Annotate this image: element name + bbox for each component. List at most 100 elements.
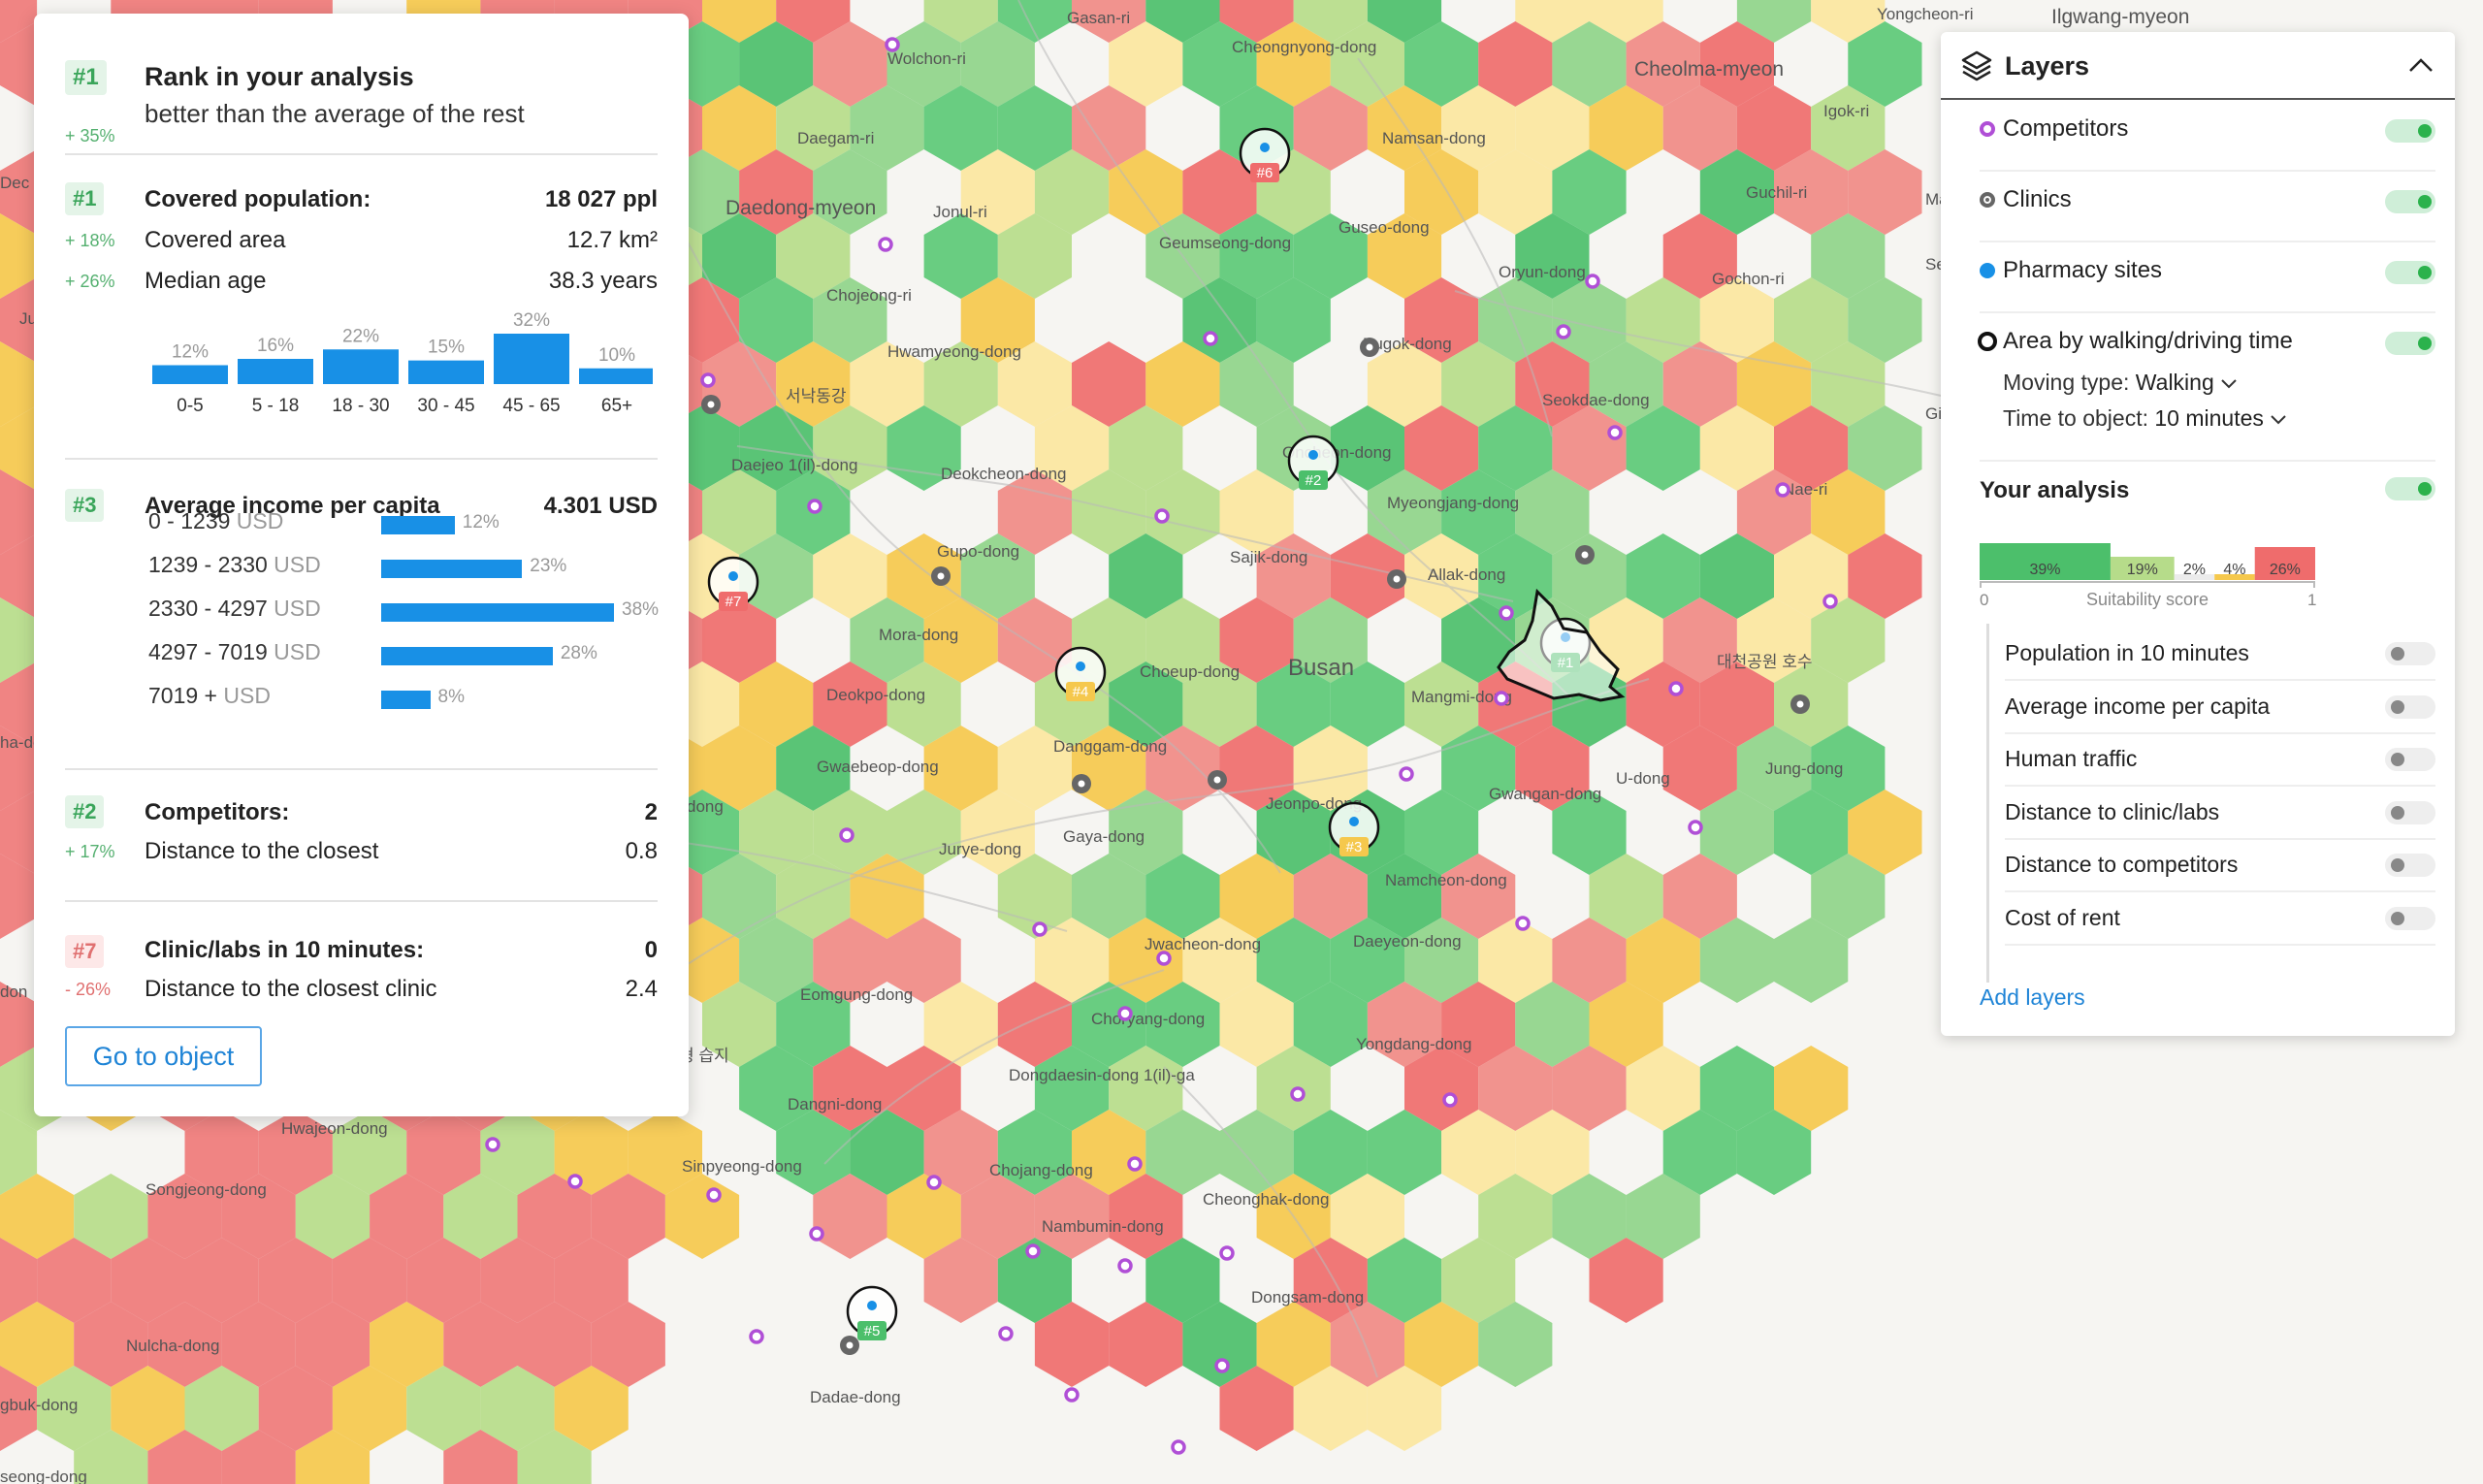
layer-label: Area by walking/driving time — [2003, 328, 2293, 354]
hex-cell — [702, 982, 777, 1067]
sublayer-toggle[interactable] — [2385, 748, 2435, 771]
clinics-toggle[interactable] — [2385, 190, 2435, 213]
hex-cell — [1626, 918, 1700, 1003]
median-age-row: Median age 38.3 years — [145, 268, 658, 295]
sublayer-toggle[interactable] — [2385, 642, 2435, 665]
hex-cell — [776, 85, 851, 171]
competitors-label: Competitors: — [145, 799, 290, 825]
age-bar — [408, 360, 484, 384]
hex-cell — [1404, 790, 1479, 875]
layers-title: Layers — [2005, 51, 2090, 81]
competitor-dot — [567, 1174, 583, 1189]
pharmacy-marker-2[interactable]: #2 — [1287, 435, 1339, 490]
sublayer-toggle[interactable] — [2385, 694, 2435, 719]
your-analysis-row[interactable]: Your analysis — [1980, 473, 2435, 512]
pharmacy-marker-3[interactable]: #3 — [1328, 801, 1380, 856]
hex-cell — [739, 533, 814, 619]
analysis-sublayer[interactable]: Distance to clinic/labs — [2005, 788, 2435, 840]
hex-cell — [1256, 277, 1331, 363]
closest-clinic-row: Distance to the closest clinic 2.4 — [145, 976, 658, 1003]
hex-cell — [1441, 854, 1516, 939]
competitor-dot — [1688, 820, 1703, 835]
hex-cell — [1072, 85, 1146, 171]
chevron-up-icon[interactable] — [2408, 57, 2434, 73]
hex-cell — [1662, 726, 1737, 811]
marker-label: #5 — [864, 1323, 881, 1339]
hex-cell — [406, 1366, 481, 1451]
hex-cell — [1441, 1238, 1516, 1323]
hex-cell — [1811, 341, 1886, 427]
sublayer-label: Cost of rent — [2005, 904, 2120, 930]
hex-cell — [1404, 1046, 1479, 1131]
hex-cell — [1293, 597, 1368, 683]
layer-clinics[interactable]: Clinics — [1980, 173, 2435, 242]
area-delta: + 18% — [65, 231, 115, 250]
income-pct: 23% — [530, 556, 567, 576]
hex-cell — [1774, 405, 1849, 491]
hex-cell — [739, 661, 814, 747]
place-label: Yongcheon-ri — [1877, 5, 1974, 23]
analysis-sublayer[interactable]: Population in 10 minutes — [2005, 629, 2435, 681]
hex-cell — [591, 1302, 665, 1387]
rank-title: Rank in your analysis — [145, 62, 414, 91]
pharmacy-marker-6[interactable]: #6 — [1239, 127, 1291, 182]
place-label: Busan — [1288, 655, 1354, 681]
sublayer-toggle[interactable] — [2385, 800, 2435, 824]
hex-cell — [184, 1110, 259, 1195]
competitor-dot — [700, 372, 716, 388]
hex-cell — [295, 1430, 371, 1484]
hex-cell — [1072, 0, 1146, 43]
hex-cell — [1626, 1046, 1700, 1131]
place-label: Ilgwang-myeon — [2051, 6, 2189, 28]
place-label: Gochon-ri — [1712, 270, 1785, 288]
pharmacy-marker-4[interactable]: #4 — [1054, 646, 1107, 701]
sublayer-toggle[interactable] — [2385, 854, 2435, 877]
place-label: Oryun-dong — [1499, 263, 1586, 281]
analysis-sublayer[interactable]: Human traffic — [2005, 734, 2435, 787]
layer-area-time[interactable]: Area by walking/driving time — [1978, 314, 2435, 462]
hex-cell — [923, 1110, 998, 1195]
hex-cell — [1552, 790, 1627, 875]
area-time-toggle[interactable] — [2385, 332, 2435, 355]
income-unit: USD — [236, 508, 284, 533]
hex-cell — [1552, 405, 1627, 491]
age-bar — [579, 368, 653, 384]
hex-cell — [1219, 854, 1294, 939]
competitors-toggle[interactable] — [2385, 119, 2435, 143]
place-label: Jonul-ri — [933, 203, 987, 221]
hex-cell — [1072, 1110, 1146, 1195]
layers-header[interactable]: Layers — [1941, 32, 2455, 100]
pharmacy-marker-5[interactable]: #5 — [846, 1285, 898, 1340]
add-layers-link[interactable]: Add layers — [1980, 984, 2085, 1010]
moving-type-select[interactable]: Moving type: Walking — [2003, 370, 2238, 396]
hex-cell — [1699, 149, 1774, 235]
sublayer-guide-line — [1986, 624, 1989, 983]
hex-cell — [813, 1046, 887, 1131]
age-bar-label: 65+ — [601, 396, 632, 413]
analysis-sublayer[interactable]: Average income per capita — [2005, 682, 2435, 734]
analysis-sublayer[interactable]: Cost of rent — [2005, 893, 2435, 946]
layer-pharmacy-sites[interactable]: Pharmacy sites — [1980, 243, 2435, 313]
hex-cell — [887, 1174, 961, 1259]
pharmacy-sites-toggle[interactable] — [2385, 261, 2435, 284]
hex-cell — [1034, 918, 1110, 1003]
analysis-sublayer[interactable]: Distance to competitors — [2005, 840, 2435, 892]
hex-cell — [0, 341, 38, 427]
clinics-label: Clinic/labs in 10 minutes: — [145, 937, 425, 963]
competitor-dot — [1117, 1258, 1133, 1274]
time-to-object-select[interactable]: Time to object: 10 minutes — [2003, 405, 2287, 432]
hex-cell — [37, 1366, 112, 1451]
sublayer-toggle[interactable] — [2385, 906, 2435, 930]
age-bar-pct: 10% — [598, 345, 635, 366]
go-to-object-button[interactable]: Go to object — [65, 1026, 262, 1086]
pharmacy-marker-7[interactable]: #7 — [707, 556, 759, 611]
place-label: Sinpyeong-dong — [682, 1157, 802, 1176]
suitability-pct: 39% — [2029, 562, 2060, 578]
place-label: 서낙동강 — [786, 387, 847, 405]
hex-cell — [1774, 149, 1849, 235]
layer-competitors[interactable]: Competitors — [1980, 102, 2435, 172]
hex-cell — [443, 1430, 518, 1484]
your-analysis-toggle[interactable] — [2385, 477, 2435, 500]
hex-cell — [221, 1174, 296, 1259]
place-label: Nambumin-dong — [1042, 1217, 1164, 1236]
